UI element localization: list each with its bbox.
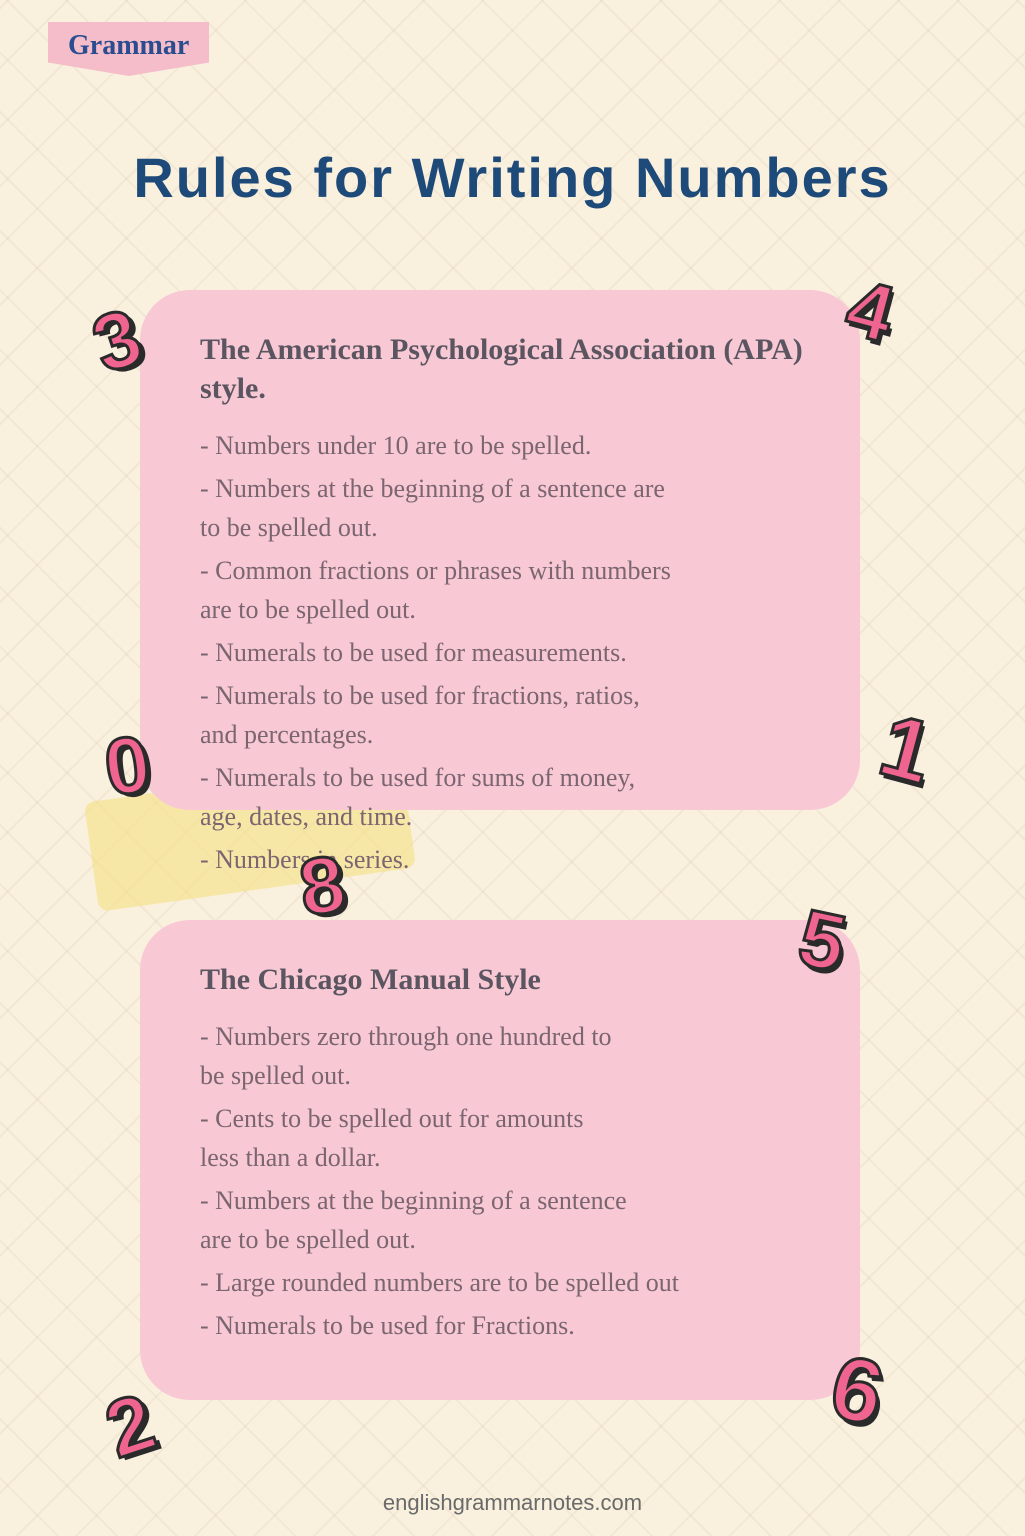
list-item: - Numbers at the beginning of a sentence… xyxy=(200,1181,810,1259)
list-item: - Cents to be spelled out for amounts le… xyxy=(200,1099,810,1177)
list-item: - Numerals to be used for Fractions. xyxy=(200,1306,810,1345)
list-item: - Numerals to be used for fractions, rat… xyxy=(200,676,810,754)
chicago-style-card: The Chicago Manual Style - Numbers zero … xyxy=(140,920,860,1400)
chicago-rule-list: - Numbers zero through one hundred to be… xyxy=(200,1017,810,1345)
list-item: - Common fractions or phrases with numbe… xyxy=(200,551,810,629)
list-item: - Numerals to be used for measurements. xyxy=(200,633,810,672)
ribbon-label: Grammar xyxy=(68,30,189,61)
list-item: - Numbers zero through one hundred to be… xyxy=(200,1017,810,1095)
list-item: - Numbers under 10 are to be spelled. xyxy=(200,426,810,465)
list-item: - Large rounded numbers are to be spelle… xyxy=(200,1263,810,1302)
list-item: - Numbers in series. xyxy=(200,840,810,879)
card-heading: The Chicago Manual Style xyxy=(200,960,810,999)
list-item: - Numerals to be used for sums of money,… xyxy=(200,758,810,836)
card-heading: The American Psychological Association (… xyxy=(200,330,810,408)
apa-style-card: The American Psychological Association (… xyxy=(140,290,860,810)
list-item: - Numbers at the beginning of a sentence… xyxy=(200,469,810,547)
page-title: Rules for Writing Numbers xyxy=(0,145,1025,210)
apa-rule-list: - Numbers under 10 are to be spelled. - … xyxy=(200,426,810,879)
footer-url: englishgrammarnotes.com xyxy=(0,1490,1025,1516)
